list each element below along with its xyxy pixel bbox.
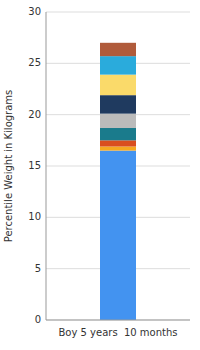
grid: [46, 12, 190, 320]
bar-segment: [100, 146, 136, 150]
chart: 0 5 10 15 20 25 30 Boy 5 years 10 months Percent…: [0, 0, 200, 350]
bar-segment: [100, 151, 136, 320]
bar-segment: [100, 140, 136, 146]
bar-segment: [100, 128, 136, 140]
bar-segment: [100, 95, 136, 113]
y-axis-label: Percentile Weight in Kilograms: [3, 90, 14, 243]
y-tick-label: 5: [35, 263, 41, 274]
bars: [100, 43, 136, 320]
bar-segment: [100, 56, 136, 74]
grid-line: [46, 320, 190, 321]
y-ticks: 0 5 10 15 20 25 30: [28, 6, 41, 325]
bar-segment: [100, 114, 136, 128]
y-tick-label: 20: [28, 109, 41, 120]
chart-container: 0 5 10 15 20 25 30 Boy 5 years 10 months Percent…: [0, 0, 200, 350]
bar-segment: [100, 75, 136, 96]
grid-line: [46, 12, 190, 13]
y-axis-line: [46, 12, 47, 320]
y-tick-label: 15: [28, 160, 41, 171]
y-tick-label: 10: [28, 211, 41, 222]
x-tick-label: Boy 5 years 10 months: [58, 327, 177, 338]
bar-segment: [100, 43, 136, 56]
x-axis-line: [46, 320, 190, 321]
y-tick-label: 25: [28, 57, 41, 68]
y-tick-label: 0: [35, 314, 41, 325]
y-tick-label: 30: [28, 6, 41, 17]
